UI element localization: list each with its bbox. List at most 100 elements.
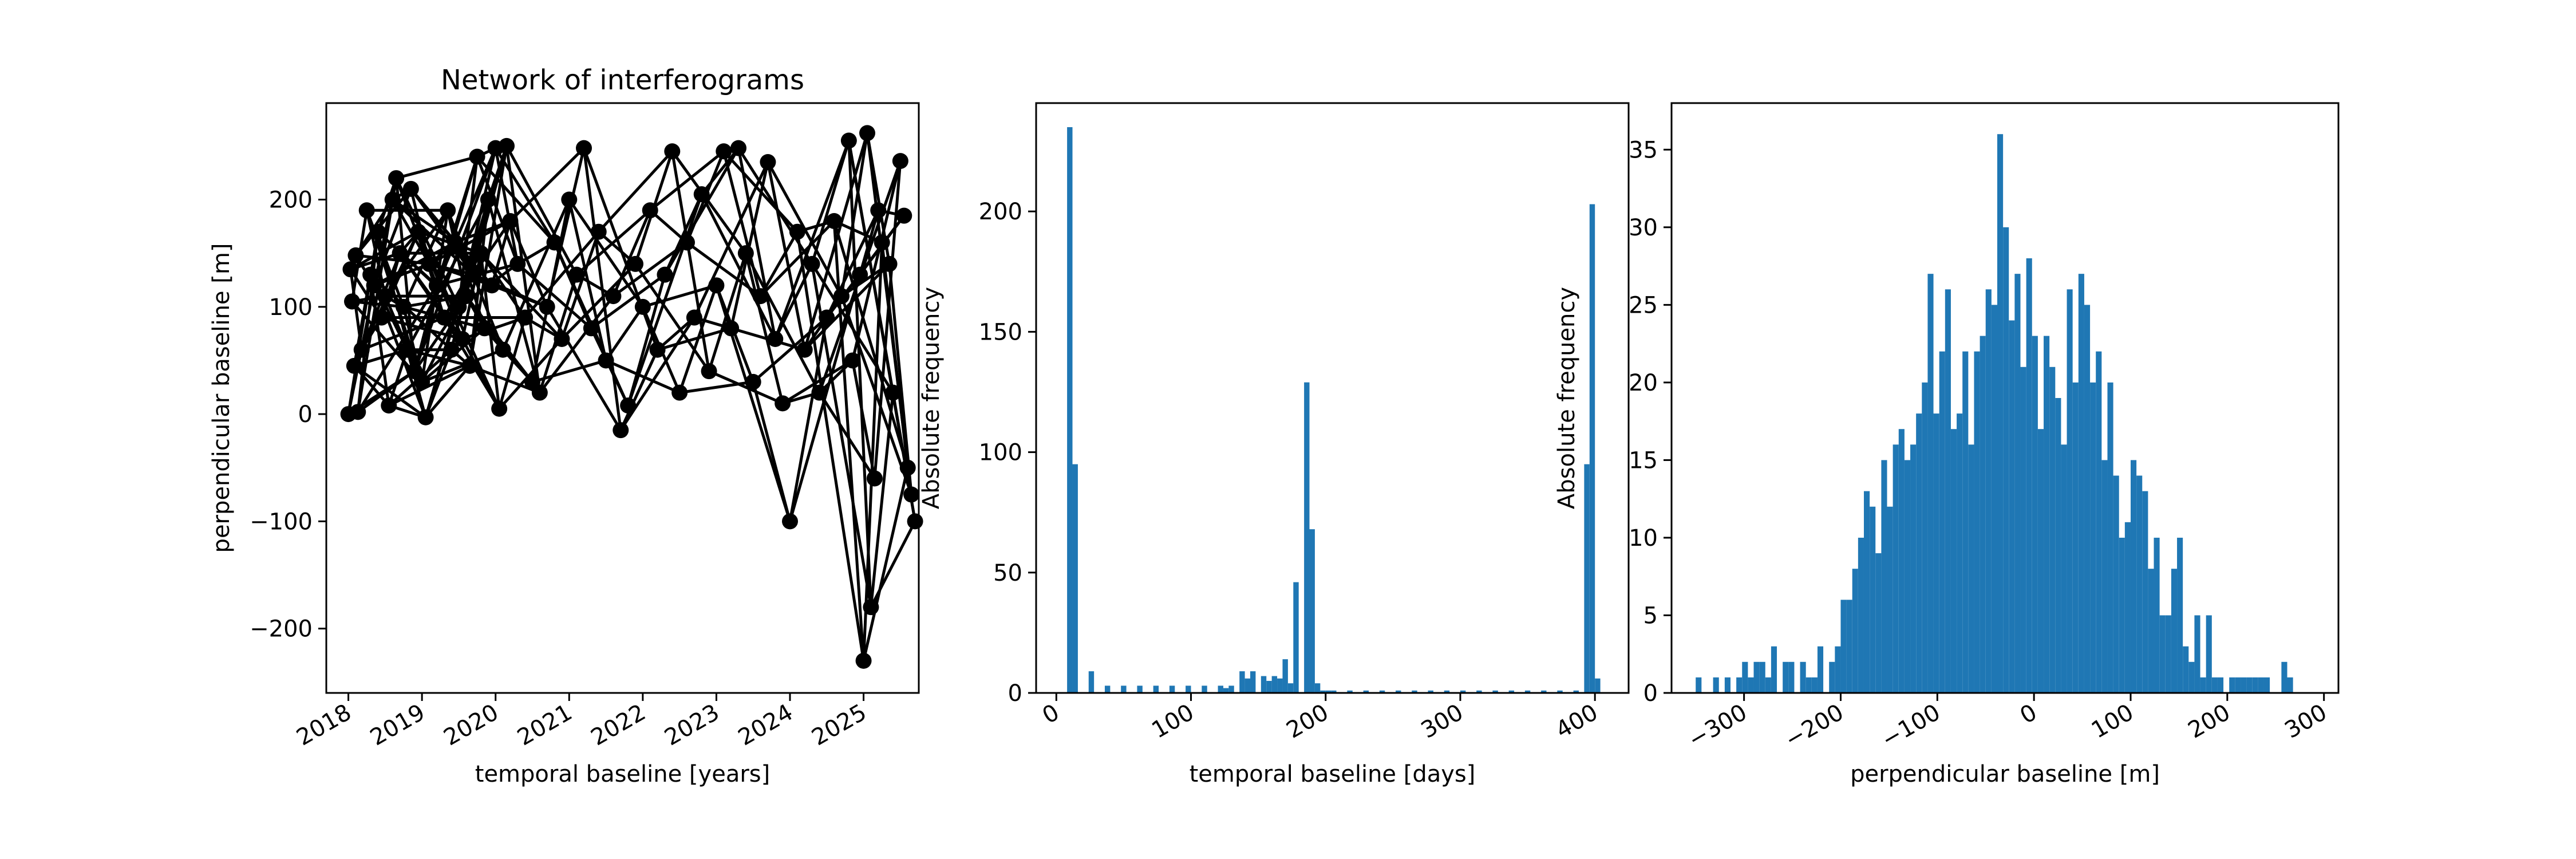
histogram-bar (1121, 685, 1127, 693)
interferogram-edge (679, 380, 754, 395)
interferogram-edge (851, 360, 876, 479)
histogram-bar (1557, 690, 1563, 693)
interferogram-edge (744, 253, 784, 404)
acquisition-point (844, 352, 861, 369)
acquisition-point (693, 186, 710, 203)
interferogram-edge (546, 148, 586, 308)
interferogram-edge (582, 148, 622, 431)
histogram-bar (1169, 685, 1175, 693)
histogram-bar (2142, 491, 2148, 693)
histogram-bar (1736, 677, 1743, 693)
acquisition-point (804, 255, 820, 272)
x-tick-label: −300 (1684, 699, 1751, 754)
histogram-bar (1893, 444, 1899, 693)
histogram-bar (1325, 690, 1332, 693)
histogram-bar (1595, 678, 1601, 693)
interferogram-edge (509, 220, 549, 308)
x-tick-label: 0 (1038, 699, 1064, 730)
interferogram-edge (657, 326, 732, 352)
histogram-bar (1753, 661, 1760, 693)
acquisition-point (859, 125, 875, 141)
acquisition-point (499, 137, 515, 154)
interferogram-edge (847, 140, 872, 608)
histogram-bar (1724, 677, 1730, 693)
interferogram-edge (759, 231, 799, 297)
network-edges (347, 132, 917, 661)
histogram-bar (2235, 677, 2241, 693)
histogram-bar (1223, 688, 1229, 693)
interferogram-edge (663, 147, 740, 275)
x-tick-label: 2022 (587, 699, 650, 751)
histogram-bar (1589, 204, 1595, 693)
histogram-bar (1916, 413, 1922, 693)
acquisition-point (708, 277, 725, 294)
interferogram-edge (870, 521, 916, 608)
histogram-bar (1228, 685, 1234, 693)
histogram-bar (2159, 615, 2166, 693)
x-tick-label: −100 (1877, 699, 1945, 754)
acquisition-point (484, 277, 500, 294)
interferogram-edge (387, 349, 409, 406)
histogram-bar (2020, 367, 2026, 693)
interferogram-edge (396, 155, 478, 180)
histogram-bar (1759, 661, 1765, 693)
interferogram-edge (663, 194, 703, 275)
y-axis-label: Absolute frequency (918, 287, 945, 509)
histogram-bar (1817, 646, 1824, 693)
acquisition-point (554, 331, 570, 347)
acquisition-point (353, 341, 370, 358)
histogram-bar (1508, 690, 1515, 693)
interferogram-edge (862, 467, 910, 661)
x-tick-label: 2024 (734, 699, 797, 751)
acquisition-point (863, 599, 879, 616)
axes-frame (1035, 102, 1630, 694)
histogram-bar (1412, 690, 1417, 693)
acquisition-point (833, 288, 850, 305)
y-tick-label: 0 (298, 401, 313, 428)
x-tick-label: 400 (1551, 699, 1602, 744)
acquisition-point (568, 266, 585, 283)
histogram-bar (1309, 529, 1315, 693)
y-tick-label: 10 (1629, 525, 1658, 551)
interferogram-edge (457, 156, 479, 308)
acquisition-point (539, 298, 555, 315)
x-tick-label: 300 (2281, 699, 2332, 744)
histogram-bar (1927, 274, 1934, 693)
histogram-bar (1287, 683, 1294, 693)
interferogram-edge (766, 161, 807, 350)
histogram-bar (1088, 671, 1095, 693)
histogram-bar (2241, 677, 2247, 693)
histogram-bar (2217, 677, 2224, 693)
interferogram-edge (833, 219, 883, 244)
interferogram-edge (729, 161, 769, 329)
acquisition-point (745, 373, 761, 390)
histogram-bar (2026, 258, 2032, 693)
interferogram-edge (781, 359, 854, 405)
x-tick-label: 2025 (807, 699, 871, 751)
histogram-bar (1304, 382, 1310, 693)
histogram-bar (2211, 677, 2218, 693)
acquisition-point (392, 245, 408, 262)
acquisition-point (576, 140, 592, 156)
acquisition-point (620, 397, 637, 414)
histogram-bar (1887, 506, 1893, 693)
y-tick-label: 5 (1643, 602, 1658, 629)
acquisition-point (881, 255, 898, 272)
interferogram-edge (656, 316, 696, 351)
histogram-bar (2113, 475, 2119, 693)
acquisition-point (473, 245, 489, 262)
y-tick-label: 100 (269, 294, 313, 321)
histogram-bar (2061, 444, 2067, 693)
histogram-bar (1788, 661, 1795, 693)
histogram-bar (2014, 274, 2021, 693)
interferogram-edge (649, 150, 725, 212)
acquisition-point (440, 202, 456, 219)
histogram-bar (2252, 677, 2258, 693)
acquisition-point (344, 293, 360, 310)
interferogram-edge (700, 194, 777, 340)
histogram-bar (1584, 464, 1590, 693)
axes-frame (325, 102, 920, 694)
histogram-bar (1331, 690, 1337, 693)
acquisition-point (388, 170, 405, 187)
x-tick-label: 2023 (660, 699, 724, 751)
